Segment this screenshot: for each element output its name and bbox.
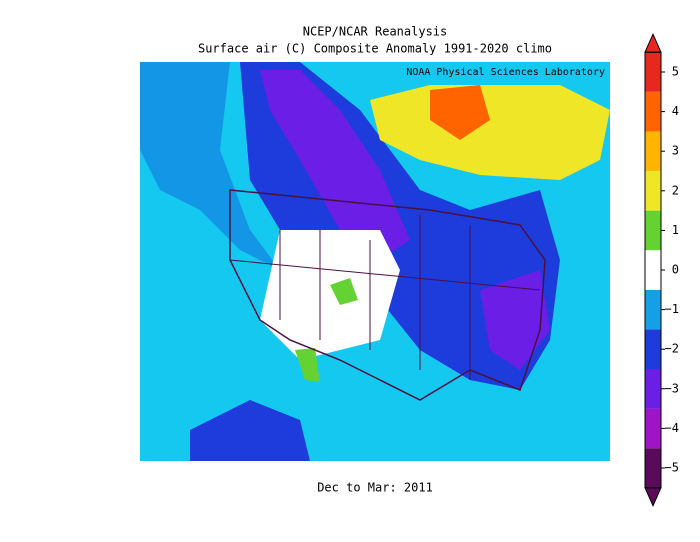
colorbar-segment <box>645 369 661 409</box>
colorbar: −5 −4 −3 −2 −1 0 1 2 3 4 5 <box>644 32 679 508</box>
colorbar-segment <box>645 250 661 290</box>
colorbar-segment <box>645 171 661 211</box>
region-green <box>330 278 358 305</box>
colorbar-arrow-bottom <box>644 487 662 508</box>
colorbar-segment <box>645 91 661 132</box>
region-hot <box>430 85 490 140</box>
title: NCEP/NCAR Reanalysis <box>303 25 448 39</box>
region-blue <box>140 62 280 270</box>
colorbar-tick-label: −5 <box>665 461 679 475</box>
subtitle: Surface air (C) Composite Anomaly 1991-2… <box>198 42 552 56</box>
region-purple-se <box>480 270 550 370</box>
region-purple <box>260 70 410 260</box>
colorbar-segment <box>645 289 661 330</box>
colorbar-tick-label: 2 <box>672 183 679 197</box>
colorbar-segment <box>645 52 661 92</box>
map <box>140 62 610 461</box>
colorbar-segment <box>645 448 661 488</box>
colorbar-tick-label: −2 <box>665 342 679 356</box>
region-neutral <box>260 230 400 360</box>
colorbar-arrow-top <box>644 32 662 53</box>
colorbar-segment <box>645 329 661 369</box>
credit: NOAA Physical Sciences Laboratory <box>406 67 605 78</box>
colorbar-tick-label: 1 <box>672 223 679 237</box>
colorbar-tick-label: 3 <box>672 144 679 158</box>
region-green-2 <box>295 348 320 382</box>
colorbar-tick-label: −4 <box>665 421 679 435</box>
state-lines <box>229 215 541 380</box>
colorbar-tick-label: −1 <box>665 302 679 316</box>
footer: Dec to Mar: 2011 <box>317 481 433 495</box>
colorbar-frame <box>644 51 662 489</box>
region-pacific <box>190 400 310 461</box>
colorbar-segment <box>645 131 661 171</box>
country-outline <box>229 189 546 401</box>
colorbar-tick-label: 5 <box>672 65 679 79</box>
colorbar-tick-label: 4 <box>672 104 679 118</box>
colorbar-segment <box>645 408 661 449</box>
colorbar-tick-label: −3 <box>665 381 679 395</box>
colorbar-tick-label: 0 <box>672 263 679 277</box>
colorbar-segment <box>645 210 661 251</box>
